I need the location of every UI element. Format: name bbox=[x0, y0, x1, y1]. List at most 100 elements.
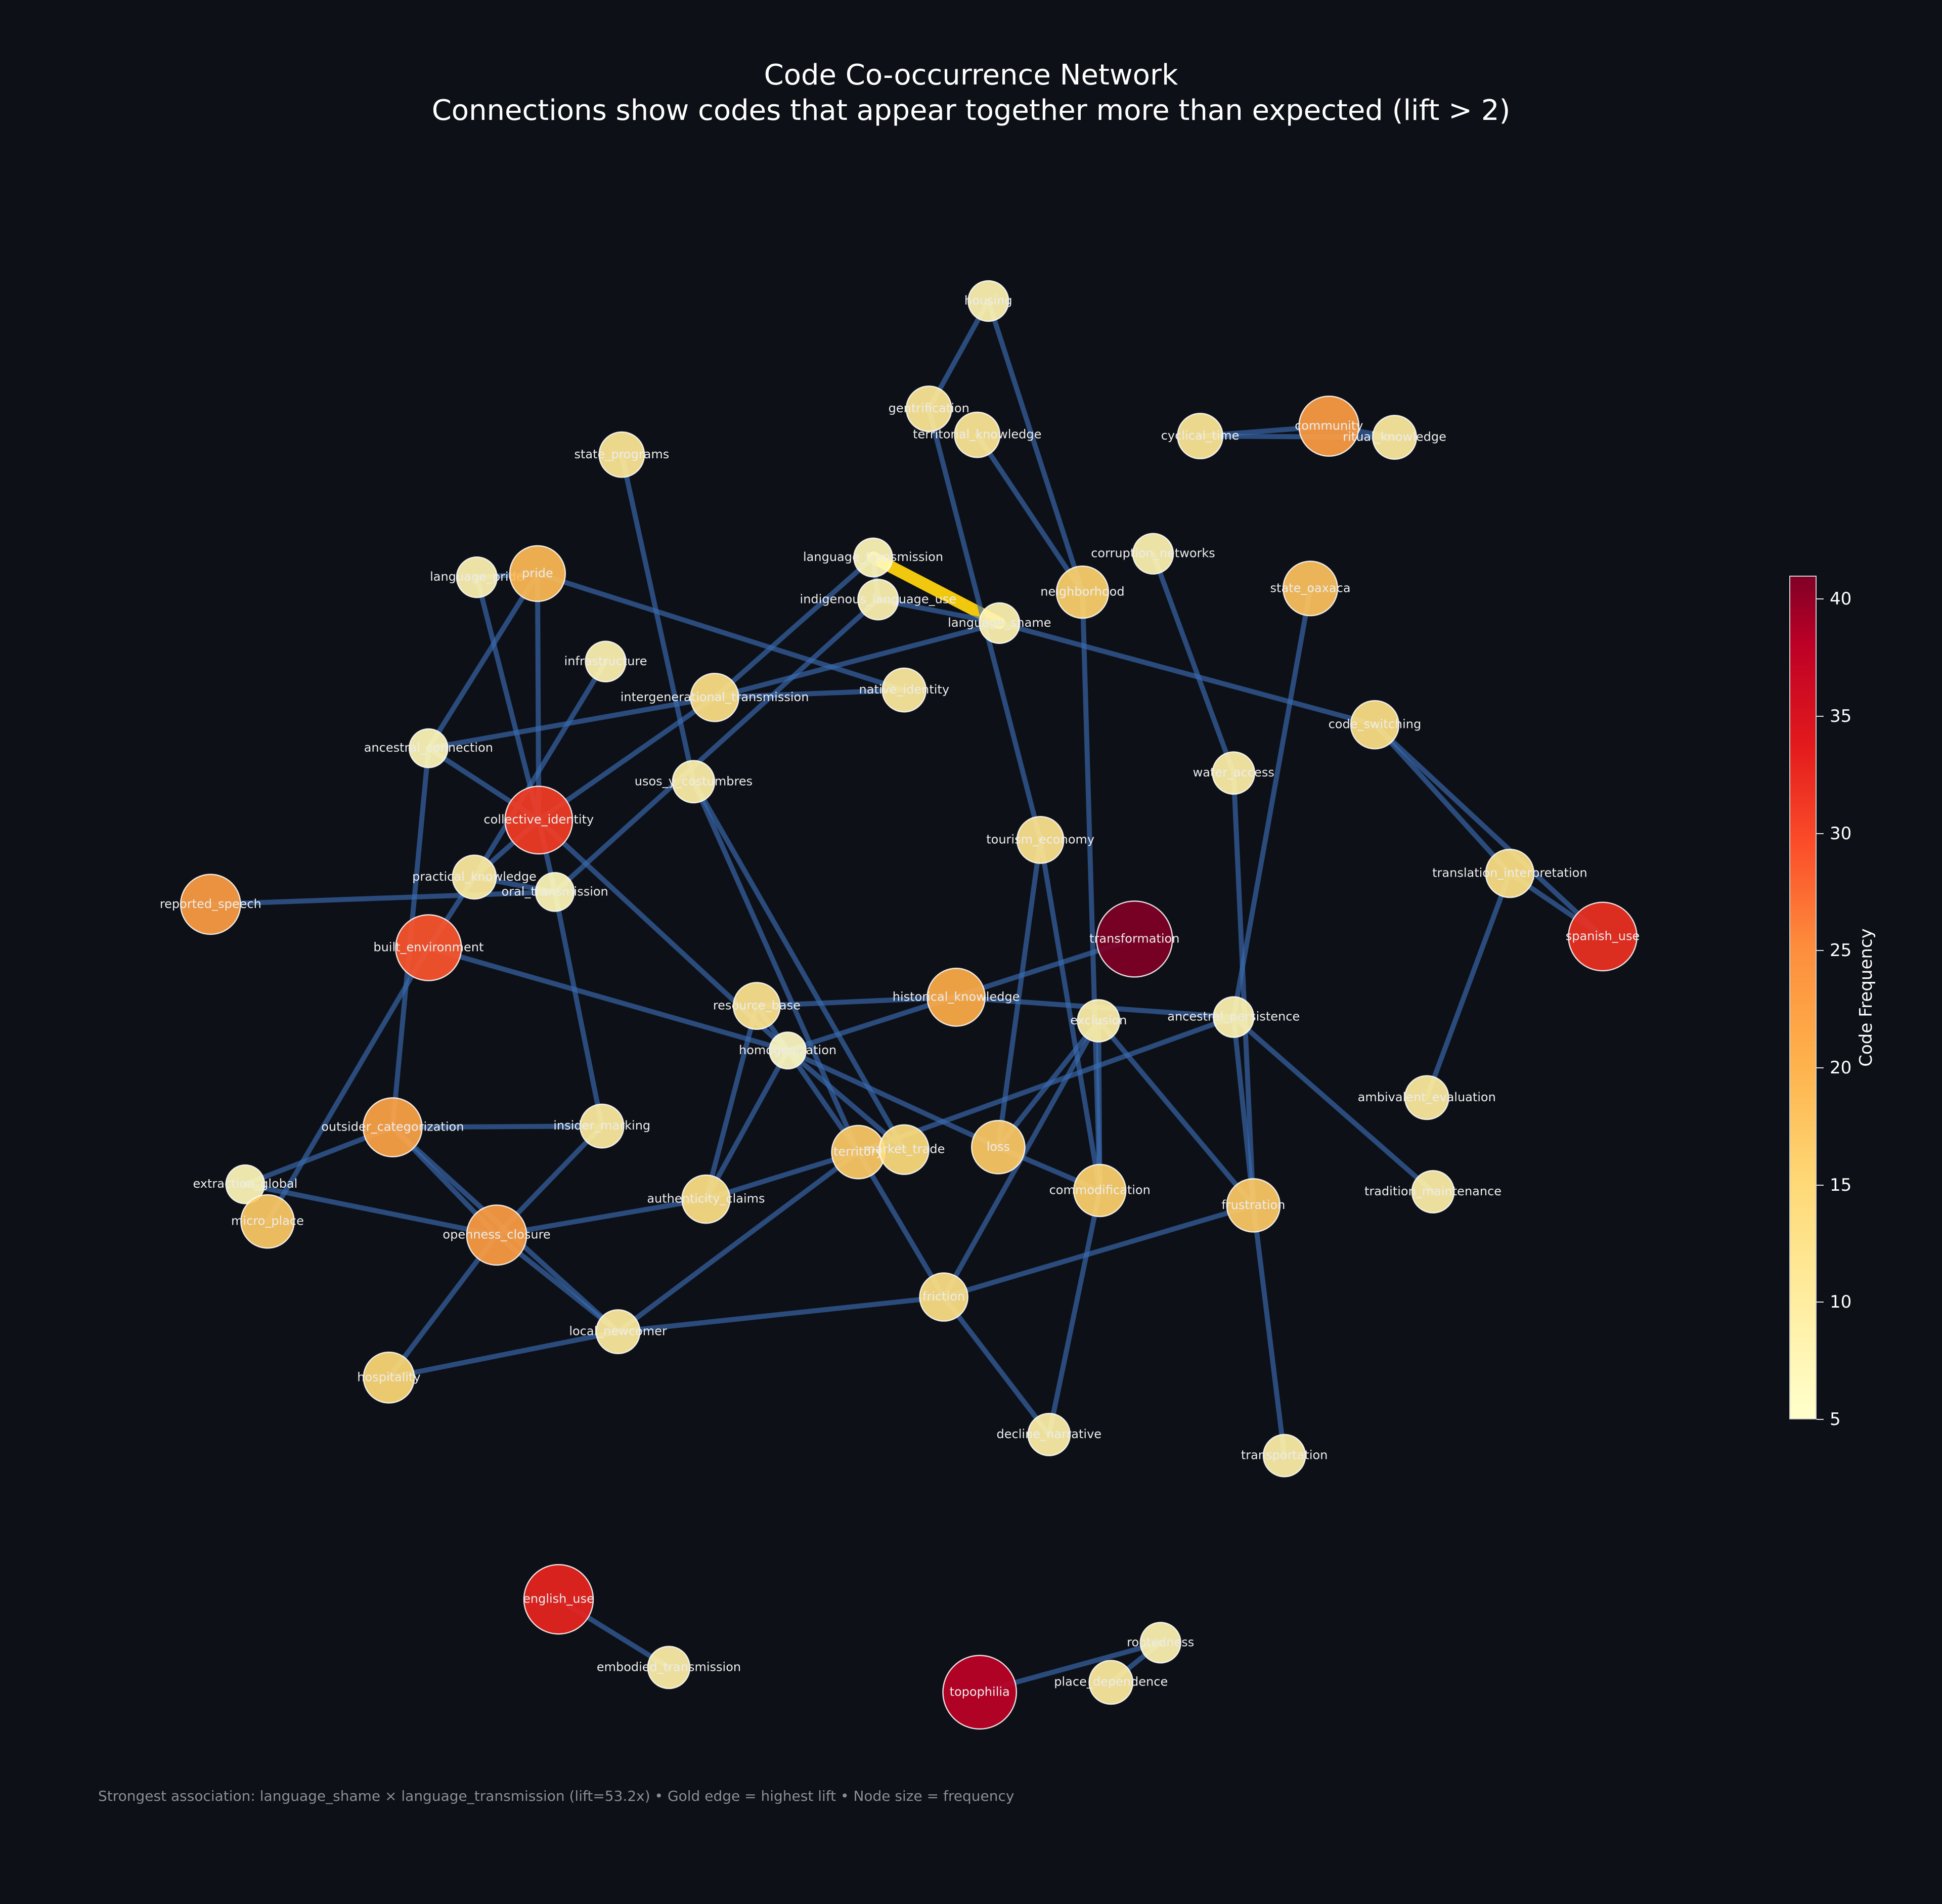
node-circle[interactable] bbox=[853, 537, 893, 578]
node-water-access[interactable]: water_access bbox=[1193, 751, 1274, 795]
node-circle[interactable] bbox=[1568, 901, 1638, 972]
node-circle[interactable] bbox=[1212, 996, 1255, 1038]
node-circle[interactable] bbox=[672, 760, 716, 804]
node-resource-base[interactable]: resource_base bbox=[713, 982, 801, 1030]
node-circle[interactable] bbox=[535, 872, 575, 912]
node-decline-narrative[interactable]: decline_narrative bbox=[997, 1413, 1102, 1456]
node-circle[interactable] bbox=[769, 1031, 807, 1070]
node-territory[interactable]: territory bbox=[831, 1124, 886, 1180]
node-micro-place[interactable]: micro_place bbox=[231, 1194, 304, 1249]
node-commodification[interactable]: commodification bbox=[1049, 1163, 1151, 1218]
node-circle[interactable] bbox=[979, 602, 1021, 644]
node-transformation[interactable]: transformation bbox=[1089, 900, 1179, 978]
node-circle[interactable] bbox=[878, 1124, 930, 1175]
node-homogenization[interactable]: homogenization bbox=[739, 1031, 836, 1070]
node-pride[interactable]: pride bbox=[509, 545, 566, 602]
node-circle[interactable] bbox=[1226, 1178, 1281, 1233]
node-indigenous-language-use[interactable]: indigenous_language_use bbox=[800, 579, 957, 621]
node-circle[interactable] bbox=[1411, 1170, 1455, 1214]
node-circle[interactable] bbox=[970, 1119, 1026, 1175]
node-circle[interactable] bbox=[408, 728, 449, 768]
node-english-use[interactable]: english_use bbox=[523, 1564, 594, 1635]
node-ancestral-persistence[interactable]: ancestral_persistence bbox=[1167, 996, 1300, 1038]
node-state-oaxaca[interactable]: state_oaxaca bbox=[1270, 560, 1351, 617]
node-ancestral-connection[interactable]: ancestral_connection bbox=[364, 728, 493, 768]
node-authenticity-claims[interactable]: authenticity_claims bbox=[647, 1174, 765, 1224]
node-circle[interactable] bbox=[926, 968, 986, 1027]
node-circle[interactable] bbox=[395, 914, 462, 981]
node-circle[interactable] bbox=[585, 640, 627, 682]
node-circle[interactable] bbox=[967, 280, 1009, 322]
node-circle[interactable] bbox=[180, 874, 241, 935]
node-circle[interactable] bbox=[857, 579, 899, 621]
node-gentrification[interactable]: gentrification bbox=[889, 385, 969, 432]
node-practical-knowledge[interactable]: practical_knowledge bbox=[412, 854, 537, 900]
node-spanish-use[interactable]: spanish_use bbox=[1566, 901, 1640, 972]
node-reported-speech[interactable]: reported_speech bbox=[160, 874, 261, 935]
node-circle[interactable] bbox=[647, 1646, 691, 1690]
node-place-dependence[interactable]: place_dependence bbox=[1054, 1660, 1168, 1705]
node-market-trade[interactable]: market_trade bbox=[863, 1124, 945, 1175]
node-neighborhood[interactable]: neighborhood bbox=[1040, 565, 1125, 619]
node-intergenerational-transmission[interactable]: intergenerational_transmission bbox=[621, 672, 809, 722]
node-transportation[interactable]: transportation bbox=[1241, 1434, 1328, 1478]
node-historical-knowledge[interactable]: historical_knowledge bbox=[893, 968, 1020, 1027]
node-circle[interactable] bbox=[681, 1174, 731, 1224]
node-circle[interactable] bbox=[1282, 560, 1339, 617]
node-circle[interactable] bbox=[1077, 999, 1121, 1043]
node-circle[interactable] bbox=[225, 1164, 266, 1204]
node-circle[interactable] bbox=[1404, 1075, 1449, 1120]
node-circle[interactable] bbox=[1139, 1622, 1181, 1664]
node-extraction-global[interactable]: extraction_global bbox=[193, 1164, 297, 1204]
node-circle[interactable] bbox=[1262, 1434, 1306, 1478]
node-tourism-economy[interactable]: tourism_economy bbox=[986, 815, 1094, 864]
node-collective-identity[interactable]: collective_identity bbox=[483, 786, 594, 855]
node-circle[interactable] bbox=[504, 786, 573, 855]
node-language-shame[interactable]: language_shame bbox=[948, 602, 1051, 644]
node-circle[interactable] bbox=[690, 672, 739, 722]
node-ambivalent-evaluation[interactable]: ambivalent_evaluation bbox=[1358, 1075, 1496, 1120]
node-loss[interactable]: loss bbox=[970, 1119, 1026, 1175]
node-circle[interactable] bbox=[905, 385, 952, 432]
node-circle[interactable] bbox=[1485, 848, 1535, 898]
node-tradition-maintenance[interactable]: tradition_maintenance bbox=[1364, 1170, 1502, 1214]
node-housing[interactable]: housing bbox=[964, 280, 1012, 322]
node-local-newcomer[interactable]: local_newcomer bbox=[569, 1309, 667, 1355]
node-circle[interactable] bbox=[240, 1194, 295, 1249]
node-circle[interactable] bbox=[1088, 1660, 1134, 1705]
node-friction[interactable]: friction bbox=[919, 1272, 968, 1322]
node-hospitality[interactable]: hospitality bbox=[357, 1351, 421, 1404]
node-circle[interactable] bbox=[466, 1204, 527, 1266]
node-circle[interactable] bbox=[456, 556, 498, 598]
node-ritual-knowledge[interactable]: ritual_knowledge bbox=[1343, 415, 1446, 460]
node-embodied-transmission[interactable]: embodied_transmission bbox=[597, 1646, 741, 1690]
node-native-identity[interactable]: native_identity bbox=[859, 667, 949, 713]
node-circle[interactable] bbox=[919, 1272, 968, 1322]
node-circle[interactable] bbox=[362, 1097, 423, 1158]
node-circle[interactable] bbox=[363, 1351, 415, 1404]
node-cyclical-time[interactable]: cyclical_time bbox=[1161, 413, 1240, 460]
node-circle[interactable] bbox=[1055, 565, 1110, 619]
node-circle[interactable] bbox=[1073, 1163, 1127, 1218]
node-circle[interactable] bbox=[598, 431, 645, 478]
node-circle[interactable] bbox=[732, 982, 781, 1030]
node-circle[interactable] bbox=[509, 545, 566, 602]
node-circle[interactable] bbox=[579, 1103, 625, 1149]
node-topophilia[interactable]: topophilia bbox=[942, 1655, 1018, 1730]
node-circle[interactable] bbox=[1016, 815, 1065, 864]
node-circle[interactable] bbox=[452, 854, 497, 900]
node-language-transmission[interactable]: language_transmission bbox=[803, 537, 943, 578]
node-circle[interactable] bbox=[942, 1655, 1018, 1730]
node-corruption-networks[interactable]: corruption_networks bbox=[1091, 533, 1215, 575]
node-circle[interactable] bbox=[1372, 415, 1418, 460]
node-language-pride[interactable]: language_pride bbox=[430, 556, 524, 598]
node-outsider-categorization[interactable]: outsider_categorization bbox=[321, 1097, 464, 1158]
node-circle[interactable] bbox=[1177, 413, 1224, 460]
node-circle[interactable] bbox=[1027, 1413, 1071, 1456]
node-rootedness[interactable]: rootedness bbox=[1127, 1622, 1194, 1664]
node-usos-y-costumbres[interactable]: usos_y_costumbres bbox=[635, 760, 753, 804]
node-frustration[interactable]: frustration bbox=[1221, 1178, 1285, 1233]
node-circle[interactable] bbox=[881, 667, 927, 713]
node-built-environment[interactable]: built_environment bbox=[373, 914, 483, 981]
node-state-programs[interactable]: state_programs bbox=[575, 431, 670, 478]
